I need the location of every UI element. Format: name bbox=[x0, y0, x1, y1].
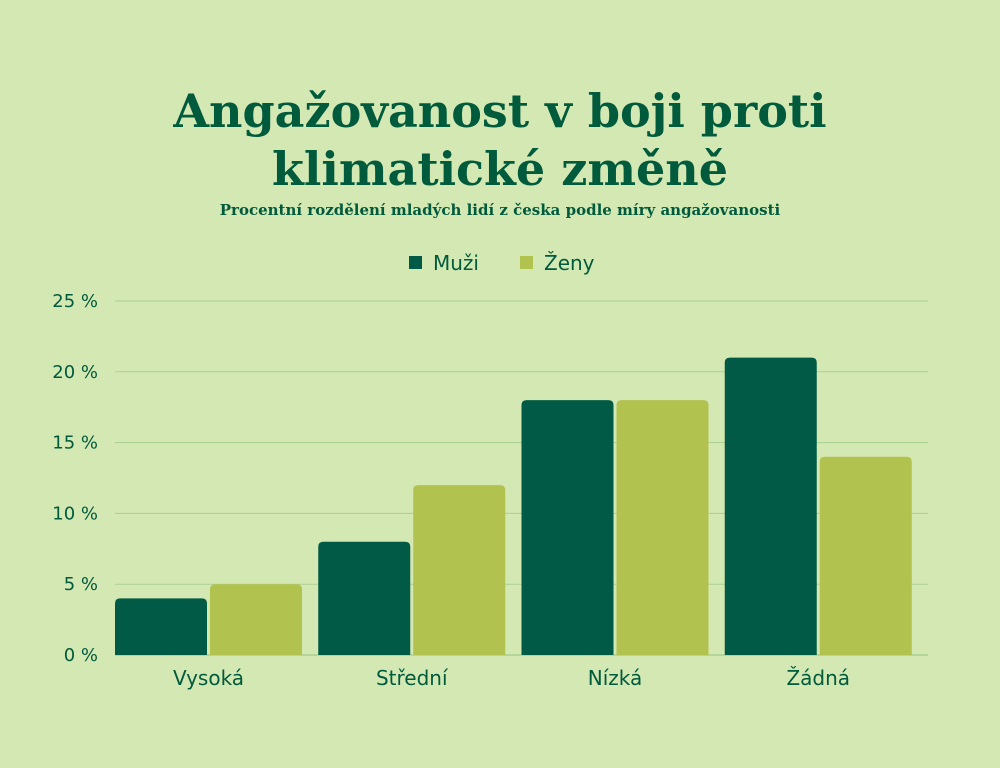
y-tick-label: 10 % bbox=[52, 503, 98, 524]
legend[interactable]: Muži Ženy bbox=[409, 251, 595, 275]
legend-swatch bbox=[520, 256, 533, 269]
bar-series-2 bbox=[616, 400, 709, 655]
x-tick-label: Žádná bbox=[786, 666, 850, 690]
legend-label: Muži bbox=[433, 251, 479, 275]
bar-series-1 bbox=[318, 541, 411, 655]
chart-title: Angažovanost v boji proti klimatické změ… bbox=[0, 82, 1000, 198]
y-tick-label: 25 % bbox=[52, 291, 98, 312]
chart-title-line-1: Angažovanost v boji proti bbox=[173, 84, 827, 138]
legend-item[interactable]: Ženy bbox=[520, 251, 595, 275]
x-axis-labels: Vysoká Střední Nízká Žádná bbox=[173, 666, 850, 690]
x-tick-label: Nízká bbox=[588, 666, 643, 690]
y-tick-label: 5 % bbox=[64, 574, 98, 595]
bar-series-1 bbox=[724, 357, 817, 655]
y-tick-label: 20 % bbox=[52, 362, 98, 383]
legend-label: Ženy bbox=[544, 251, 595, 275]
legend-swatch bbox=[409, 256, 422, 269]
y-tick-label: 0 % bbox=[64, 645, 98, 666]
y-axis-ticks: 0 % 5 % 10 % 15 % 20 % 25 % bbox=[52, 291, 98, 666]
chart-title-line-2: klimatické změně bbox=[272, 142, 728, 196]
x-tick-label: Vysoká bbox=[173, 666, 244, 690]
bar-series-2 bbox=[819, 456, 912, 655]
bar-series-2 bbox=[210, 584, 302, 655]
bars bbox=[115, 357, 912, 655]
bar-series-1 bbox=[521, 400, 614, 655]
chart-subtitle: Procentní rozdělení mladých lidí z česka… bbox=[219, 201, 781, 219]
bar-series-2 bbox=[413, 485, 506, 655]
y-tick-label: 15 % bbox=[52, 433, 98, 454]
x-tick-label: Střední bbox=[376, 666, 449, 690]
legend-item[interactable]: Muži bbox=[409, 251, 479, 275]
bar-series-1 bbox=[115, 598, 207, 655]
